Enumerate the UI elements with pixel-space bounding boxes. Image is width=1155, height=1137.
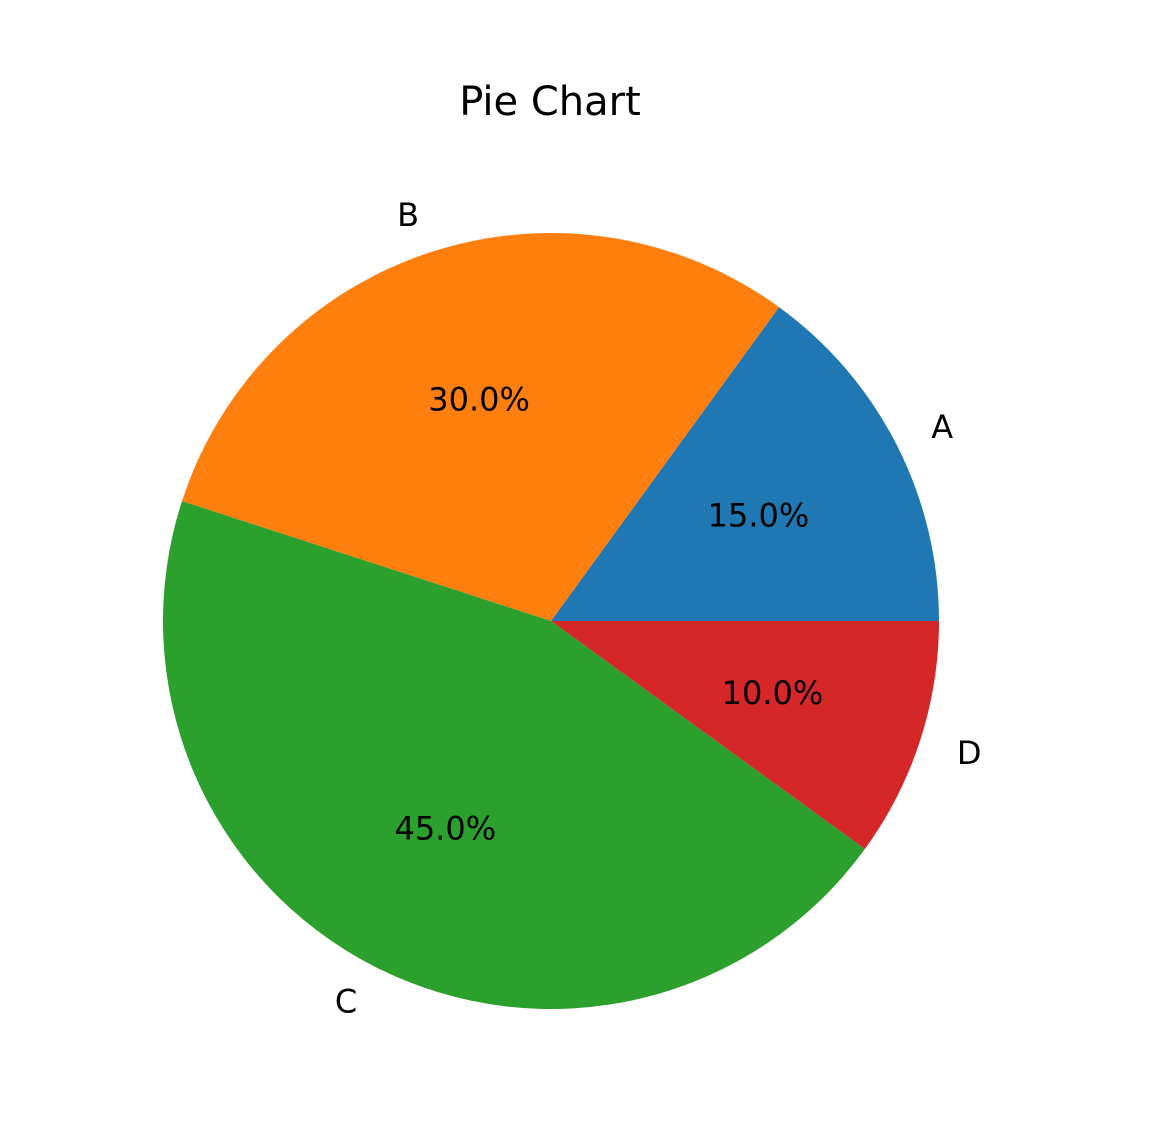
percent-label-b: 30.0% (428, 381, 530, 419)
pie-slice-a (551, 307, 939, 621)
pie-slice-c (162, 501, 865, 1010)
percent-label-d: 10.0% (722, 674, 824, 712)
slice-label-a: A (931, 408, 953, 446)
pie-labels: A 15.0% B 30.0% C 45.0% D 10.0% (335, 196, 982, 1020)
pie-slice-b (181, 232, 780, 621)
pie-slices (162, 232, 939, 1010)
slice-label-d: D (957, 734, 982, 772)
percent-label-c: 45.0% (394, 809, 496, 847)
percent-label-a: 15.0% (708, 496, 810, 534)
chart-title: Pie Chart (459, 79, 641, 125)
slice-label-c: C (335, 982, 357, 1020)
pie-slice-d (551, 621, 939, 850)
slice-label-b: B (397, 196, 419, 234)
